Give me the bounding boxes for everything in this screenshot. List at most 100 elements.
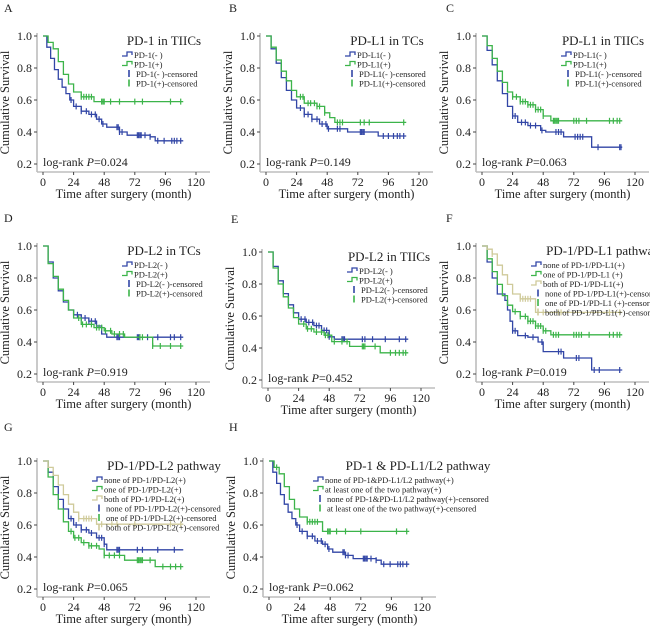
legend-label: PD-L2(- )-censored [136, 279, 204, 289]
y-tick-label: 0.4 [17, 550, 32, 564]
logrank-annotation: log-rank P=0.149 [266, 155, 351, 169]
logrank-annotation: log-rank P=0.452 [268, 371, 353, 385]
km-curve-green [269, 460, 410, 533]
km-curve-green [482, 245, 623, 336]
p-value: =0.024 [94, 155, 128, 169]
y-tick-label: 1.0 [17, 454, 32, 468]
km-curve-green [43, 460, 184, 568]
p-value: =0.062 [320, 580, 354, 594]
km-curve-green [43, 245, 184, 347]
logrank-prefix: log-rank [482, 365, 526, 379]
p-value: =0.065 [94, 580, 128, 594]
panel-title: PD-L2 in TIICs [348, 249, 430, 264]
legend-step-icon [561, 51, 572, 57]
legend-step-icon [92, 495, 103, 501]
p-symbol: P [312, 580, 321, 594]
y-tick-label: 1.0 [17, 239, 32, 253]
x-tick-label: 48 [537, 385, 549, 399]
x-tick-label: 72 [352, 175, 364, 189]
panel-letter: A [4, 1, 13, 15]
y-tick-label: 0.2 [242, 373, 257, 387]
x-tick-label: 120 [187, 600, 205, 614]
x-tick-label: 0 [266, 600, 272, 614]
legend-step-icon [347, 267, 358, 273]
legend-step-icon [122, 51, 133, 57]
x-axis-label: Time after surgery (month) [56, 397, 192, 411]
x-tick-label: 72 [355, 600, 367, 614]
legend-step-icon [313, 485, 324, 492]
x-tick-label: 120 [410, 175, 428, 189]
y-tick-label: 0.8 [240, 61, 255, 75]
legend-step-icon [531, 280, 542, 286]
p-symbol: P [86, 365, 95, 379]
logrank-prefix: log-rank [268, 371, 312, 385]
y-tick-label: 0.6 [17, 303, 32, 317]
p-symbol: P [525, 365, 534, 379]
legend-step-icon [345, 60, 356, 67]
x-tick-label: 72 [354, 391, 366, 405]
x-tick-label: 120 [626, 385, 644, 399]
x-tick-label: 48 [98, 175, 110, 189]
logrank-annotation: log-rank P=0.019 [482, 365, 567, 379]
x-axis-label: Time after surgery (month) [282, 612, 418, 626]
y-tick-label: 0.8 [456, 61, 471, 75]
legend-label: PD-1(- ) [134, 50, 163, 60]
p-symbol: P [525, 155, 534, 169]
panel-letter: D [4, 211, 13, 225]
x-tick-label: 24 [507, 385, 519, 399]
y-axis-label: Cumulative Survival [0, 260, 12, 364]
legend-step-icon [92, 476, 103, 482]
x-tick-label: 120 [187, 175, 205, 189]
panel-letter: C [446, 1, 454, 15]
y-tick-label: 0.4 [243, 550, 258, 564]
panel-title: PD-1 & PD-L1/L2 pathway [346, 458, 491, 473]
y-axis-label: Cumulative Survival [0, 50, 12, 154]
legend-step-icon [92, 485, 103, 492]
x-tick-label: 72 [129, 600, 141, 614]
x-tick-label: 96 [159, 385, 171, 399]
x-tick-label: 48 [321, 175, 333, 189]
y-tick-label: 0.8 [17, 271, 32, 285]
km-curve-tan [482, 245, 623, 314]
logrank-prefix: log-rank [482, 155, 526, 169]
legend-label: PD-L1(- ) [573, 50, 607, 60]
y-tick-label: 0.4 [240, 125, 255, 139]
p-value: =0.919 [94, 365, 128, 379]
x-tick-label: 120 [187, 385, 205, 399]
logrank-prefix: log-rank [43, 365, 87, 379]
logrank-annotation: log-rank P=0.919 [43, 365, 128, 379]
x-tick-label: 72 [568, 175, 580, 189]
y-tick-label: 0.4 [17, 125, 32, 139]
legend-label: PD-L2(+)-censored [136, 289, 203, 299]
x-tick-label: 0 [479, 175, 485, 189]
panel-letter: F [446, 211, 453, 225]
legend-label: PD-L2(- ) [134, 260, 168, 270]
panel-letter: G [4, 420, 13, 434]
logrank-prefix: log-rank [269, 580, 313, 594]
y-tick-label: 0.2 [17, 367, 32, 381]
y-tick-label: 1.0 [17, 29, 32, 43]
legend-label: one of PD-1/PD-L1 (+)-censored [545, 298, 650, 308]
y-tick-label: 0.4 [242, 341, 257, 355]
x-tick-label: 72 [129, 175, 141, 189]
legend-label: both of PD-1/PD-L2(+) [104, 494, 185, 504]
legend-step-icon [531, 261, 542, 267]
x-tick-label: 48 [324, 600, 336, 614]
x-axis-label: Time after surgery (month) [56, 612, 192, 626]
y-tick-label: 1.0 [242, 245, 257, 259]
y-tick-label: 0.4 [17, 335, 32, 349]
legend-step-icon [122, 261, 133, 267]
x-tick-label: 24 [294, 600, 306, 614]
y-tick-label: 0.6 [242, 309, 257, 323]
legend-label: PD-L2(- )-censored [361, 285, 429, 295]
legend-label: PD-1(- )-censored [136, 69, 198, 79]
legend-label: PD-L2(+) [134, 270, 168, 280]
y-tick-label: 0.8 [242, 277, 257, 291]
y-tick-label: 0.2 [243, 582, 258, 596]
y-tick-label: 0.6 [17, 518, 32, 532]
p-symbol: P [309, 155, 318, 169]
legend-label: PD-1(+)-censored [136, 79, 198, 89]
y-tick-label: 0.4 [456, 335, 471, 349]
